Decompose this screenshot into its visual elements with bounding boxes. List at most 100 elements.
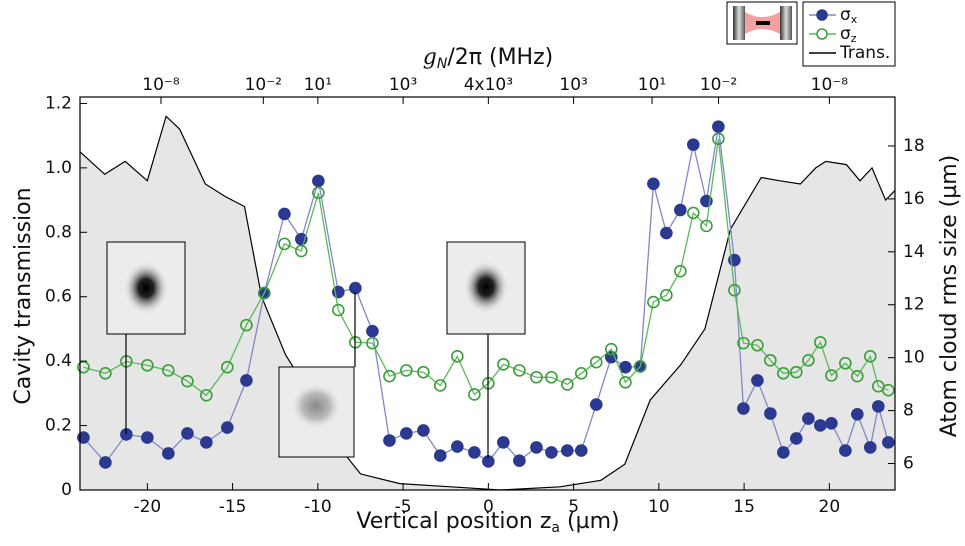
data-point <box>221 360 234 374</box>
data-point <box>633 360 647 373</box>
data-point <box>497 436 510 449</box>
data-point <box>468 388 481 401</box>
data-point <box>295 244 308 258</box>
x-tick-label: -20 <box>133 497 161 517</box>
data-point <box>574 444 588 457</box>
x-label-main: Vertical position z <box>356 509 551 534</box>
data-point <box>451 440 464 453</box>
data-point <box>839 444 852 457</box>
data-point <box>674 264 687 278</box>
data-point <box>77 360 90 374</box>
atom-cloud <box>124 262 168 314</box>
data-point <box>77 431 90 444</box>
y-tick-label: 0.8 <box>45 222 72 242</box>
legend-name: σ <box>840 24 851 44</box>
mirror <box>733 6 745 40</box>
data-point <box>686 206 700 220</box>
data-point <box>751 374 764 387</box>
x2-tick-label: 10⁻² <box>245 75 282 95</box>
x2-tick-label: 10⁻² <box>700 75 737 95</box>
data-point <box>332 303 345 317</box>
y2-tick-label: 10 <box>903 348 925 368</box>
data-point <box>278 207 291 221</box>
data-point <box>530 370 543 384</box>
x-tick-label: 10 <box>648 497 670 517</box>
data-point <box>700 219 713 233</box>
series-line <box>79 115 896 491</box>
y2-tick-label: 8 <box>903 401 914 421</box>
data-point <box>647 177 660 191</box>
cavity-icon <box>726 1 798 45</box>
data-point <box>589 355 603 369</box>
data-point <box>240 318 253 332</box>
data-point <box>560 444 574 457</box>
data-point <box>764 407 777 420</box>
data-point <box>789 432 803 445</box>
x-tick-label: 5 <box>568 497 579 517</box>
data-point <box>686 138 700 151</box>
series-line <box>83 138 889 397</box>
data-point <box>366 324 379 338</box>
data-point <box>530 441 543 454</box>
data-point <box>712 132 725 146</box>
legend-marker <box>816 9 828 21</box>
data-point <box>278 237 291 251</box>
x-tick-label: -15 <box>219 497 247 517</box>
data-point <box>814 419 827 432</box>
data-point <box>851 369 864 383</box>
data-point <box>764 354 777 367</box>
data-point <box>349 281 362 295</box>
y-tick-label: 0.4 <box>45 351 72 371</box>
x-tick-label: 15 <box>733 497 755 517</box>
y2-tick-label: 6 <box>903 454 914 474</box>
legend-name-sub: x <box>851 13 858 26</box>
legend-name-sub: z <box>851 32 857 45</box>
y2-tick-label: 12 <box>903 295 925 315</box>
data-point <box>221 421 234 434</box>
data-point <box>99 456 112 469</box>
data-point <box>619 375 632 389</box>
data-point <box>200 436 213 449</box>
data-point <box>162 447 175 460</box>
data-point <box>712 120 725 133</box>
x2-tick-label: 10³ <box>559 75 587 95</box>
x2-tick-label: 10³ <box>389 75 417 95</box>
data-point <box>141 431 154 444</box>
x2-tick-label: 10⁻⁸ <box>142 75 180 95</box>
data-point <box>383 434 396 447</box>
data-point <box>789 365 803 379</box>
data-point <box>400 364 413 377</box>
data-point <box>200 388 213 402</box>
data-point <box>674 203 687 217</box>
data-point <box>451 350 464 363</box>
data-point <box>417 424 430 437</box>
data-point <box>660 288 673 302</box>
legend-name: Trans. <box>839 43 890 63</box>
data-point <box>417 365 430 379</box>
data-point <box>545 370 558 384</box>
data-point <box>839 356 852 370</box>
x2-label-sub: N <box>437 56 448 72</box>
x-label-end: (µm) <box>560 509 620 534</box>
data-point <box>647 295 660 309</box>
data-point <box>802 412 815 425</box>
data-point <box>400 427 413 440</box>
legend-marker <box>816 28 828 40</box>
x-tick-label: 20 <box>819 497 841 517</box>
data-point <box>871 400 885 413</box>
y-axis-label: Cavity transmission <box>11 187 36 404</box>
atom-cloud <box>292 384 340 428</box>
data-point <box>560 378 574 391</box>
data-point <box>181 427 194 440</box>
x2-tick-label: 4x10³ <box>464 75 513 95</box>
data-point <box>574 366 588 380</box>
data-point <box>825 417 838 430</box>
data-point <box>619 360 632 374</box>
y-tick-label: 0 <box>61 480 72 500</box>
data-point <box>312 174 325 188</box>
x-tick-label: 0 <box>483 497 494 517</box>
data-point <box>181 374 194 388</box>
data-point <box>660 226 673 240</box>
data-point <box>513 454 526 467</box>
